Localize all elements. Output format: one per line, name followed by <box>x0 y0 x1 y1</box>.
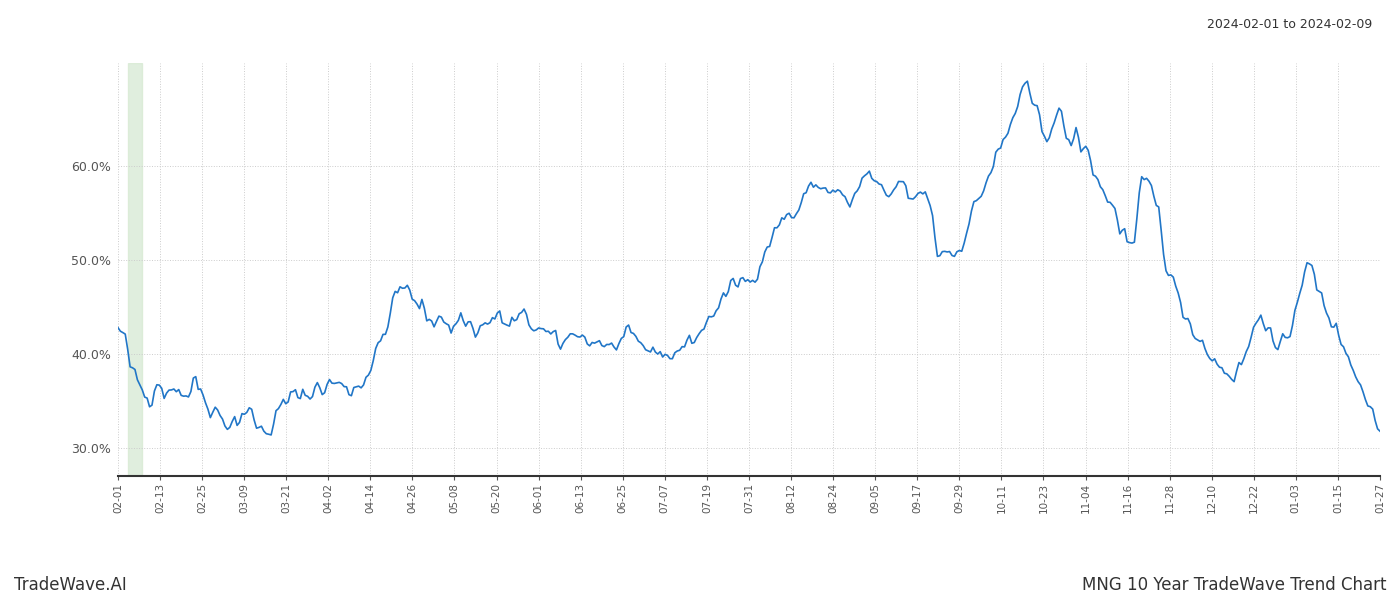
Text: MNG 10 Year TradeWave Trend Chart: MNG 10 Year TradeWave Trend Chart <box>1081 576 1386 594</box>
Bar <box>127 63 143 476</box>
Text: 2024-02-01 to 2024-02-09: 2024-02-01 to 2024-02-09 <box>1207 18 1372 31</box>
Text: TradeWave.AI: TradeWave.AI <box>14 576 127 594</box>
